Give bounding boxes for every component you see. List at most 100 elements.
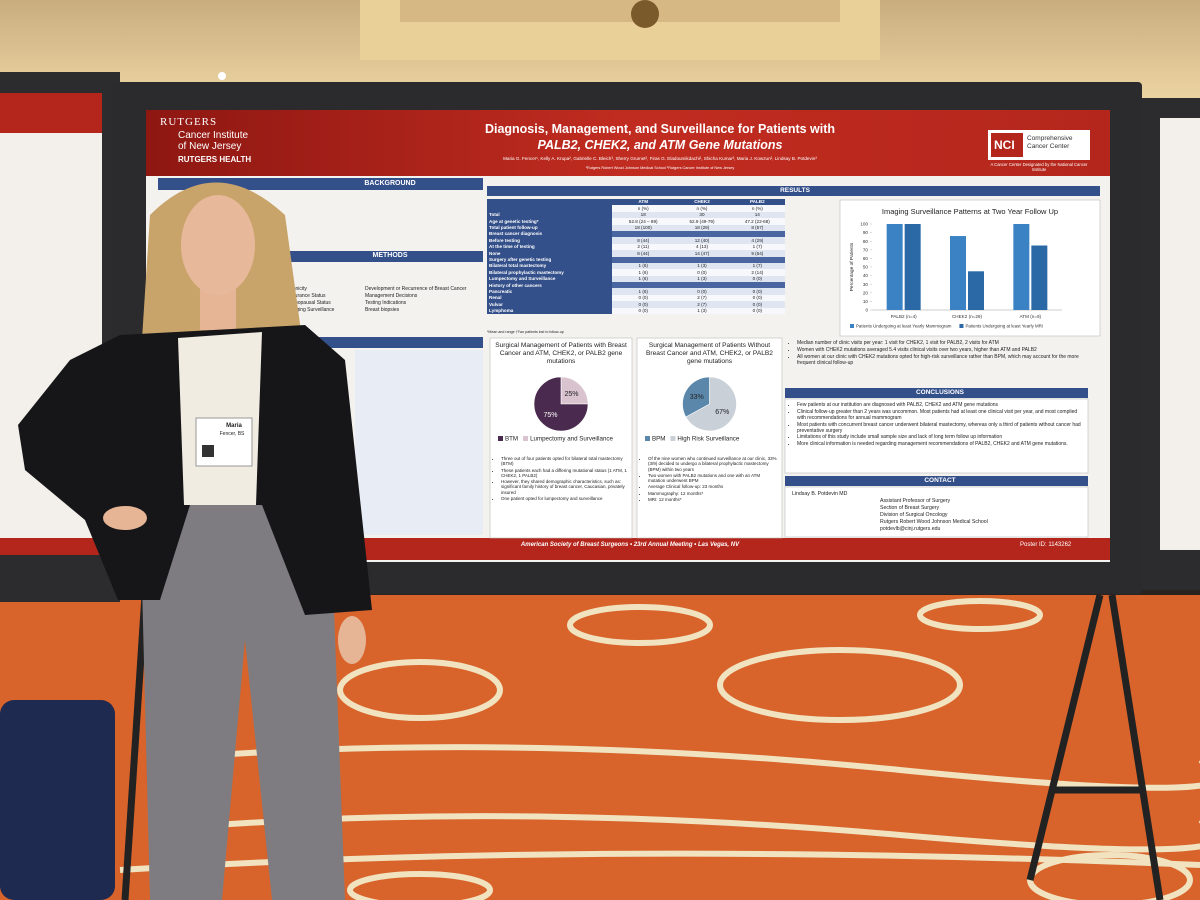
table-cell: 14 (47) bbox=[674, 250, 730, 257]
table-cell: 4 (29) bbox=[729, 237, 785, 244]
table-cell: 18 (29) bbox=[674, 224, 730, 231]
y-tick-label: 40 bbox=[863, 273, 869, 278]
y-tick-label: 80 bbox=[863, 239, 869, 244]
nci-name: Comprehensive Cancer Center bbox=[1027, 135, 1073, 150]
row-label: Renal bbox=[487, 294, 613, 302]
poster-title: PALB2, CHEK2, and ATM Gene Mutations bbox=[537, 138, 783, 152]
carpet-pattern bbox=[119, 598, 1200, 900]
bullet: Median number of clinic visits per year:… bbox=[797, 340, 1090, 347]
row-label: Before testing bbox=[487, 237, 613, 244]
table-cell: 0 (0) bbox=[612, 294, 675, 302]
contact-line: Section of Breast Surgery bbox=[880, 505, 940, 511]
poster-title: Diagnosis, Management, and Surveillance … bbox=[484, 122, 836, 136]
table-cell: 1 (7) bbox=[729, 262, 785, 270]
chandelier bbox=[631, 0, 659, 28]
table-row: None 8 (44) 14 (47) 9 (64) bbox=[487, 250, 785, 257]
method-variable: Testing Indications bbox=[365, 300, 407, 306]
pie-slice bbox=[682, 376, 710, 418]
table-row: At the time of testing 2 (11) 4 (13) 1 (7) bbox=[487, 243, 785, 251]
table-cell bbox=[729, 282, 785, 289]
table-cell: n (%) bbox=[674, 205, 730, 212]
legend-swatch bbox=[498, 436, 503, 441]
table-cell: 47.2 (22-68) bbox=[729, 218, 785, 225]
pie-notes: Three out of four patients opted for bil… bbox=[494, 456, 628, 502]
row-label: History of other cancers bbox=[487, 282, 613, 289]
section-heading: METHODS bbox=[372, 252, 408, 259]
section-bar bbox=[487, 186, 1100, 196]
pie-slice bbox=[533, 376, 589, 432]
logo-text: of New Jersey bbox=[178, 141, 242, 152]
table-cell: 18 bbox=[612, 211, 675, 219]
y-tick-label: 50 bbox=[863, 265, 869, 270]
table-row: Bilateral total mastectomy 1 (6) 1 (3) 1 (7… bbox=[487, 262, 785, 270]
table-row: Lymphoma 0 (0) 1 (3) 0 (0) bbox=[487, 307, 785, 315]
contact-line: Division of Surgical Oncology bbox=[880, 512, 948, 518]
method-variable: Ethnicity bbox=[288, 286, 307, 292]
row-label: None bbox=[487, 250, 613, 257]
table-row: Vulvar 0 (0) 2 (7) 0 (0) bbox=[487, 301, 785, 308]
x-tick-label: ATM (n=9) bbox=[1020, 314, 1042, 319]
table-cell: 8 (44) bbox=[612, 250, 675, 257]
poster-authors: Maria G. Fencer¹, Kelly A. Krupa², Gabri… bbox=[503, 156, 817, 161]
poster-footer bbox=[146, 538, 1110, 560]
bullet: Limitations of this study include small … bbox=[797, 435, 1085, 441]
section-bar bbox=[158, 251, 483, 262]
badge-qr bbox=[202, 445, 214, 457]
bar bbox=[1031, 245, 1048, 310]
table-cell bbox=[612, 256, 675, 263]
bar bbox=[950, 236, 966, 310]
method-variable: Development or Recurrence of Breast Canc… bbox=[365, 286, 467, 292]
table-cell: 1 (3) bbox=[674, 275, 730, 283]
table-cell: 9 (64) bbox=[729, 250, 785, 257]
table: ATM CHEK2 PALB2 n (%) n (%) n (%) Total 18 30 14 A… bbox=[487, 199, 785, 315]
badge-credentials: Fencer, BS bbox=[219, 431, 245, 437]
logo-text: Cancer Institute bbox=[178, 130, 249, 141]
panel bbox=[784, 398, 1089, 474]
legend-swatch bbox=[670, 436, 676, 441]
column-header: CHEK2 bbox=[674, 199, 730, 206]
section-heading: CONCLUSIONS bbox=[915, 389, 965, 396]
table-cell: 0 (0) bbox=[729, 307, 785, 315]
section-heading: BACKGROUND bbox=[364, 180, 416, 187]
y-tick-label: 20 bbox=[863, 290, 869, 295]
table-row: Renal 0 (0) 2 (7) 0 (0) bbox=[487, 294, 785, 302]
table-cell: 4 (13) bbox=[674, 243, 730, 251]
chart-title: Imaging Surveillance Patterns at Two Yea… bbox=[882, 207, 1058, 216]
table-cell: 1 (7) bbox=[729, 243, 785, 251]
table-cell: 0 (0) bbox=[612, 301, 675, 308]
table-row: Lumpectomy and Surveillance 1 (6) 1 (3) 0 (… bbox=[487, 275, 785, 283]
method-variable: Breast biopsies bbox=[365, 307, 400, 313]
table-cell: 0 (0) bbox=[674, 269, 730, 276]
contact-line: Lindsay B. Potdevin MD bbox=[792, 491, 848, 497]
legend-label: Patients Undergoing at least Yearly Mamm… bbox=[856, 324, 952, 329]
table-row: n (%) n (%) n (%) bbox=[487, 205, 785, 212]
pie-slice bbox=[685, 376, 737, 432]
bar bbox=[1013, 224, 1030, 310]
bullet: MRI: 12 months* bbox=[648, 497, 778, 502]
pie-slice bbox=[560, 376, 589, 405]
table-cell bbox=[612, 230, 675, 238]
y-tick-label: 0 bbox=[865, 308, 868, 313]
pie-label: 33% bbox=[690, 394, 704, 401]
bullet: However, they shared demographic charact… bbox=[501, 479, 628, 495]
bullet-list: Few patients at our institution are diag… bbox=[790, 402, 1085, 448]
bullet: Few patients at our institution are diag… bbox=[797, 402, 1085, 409]
legend-swatch bbox=[959, 324, 964, 328]
table-row: Total patient follow-up 18 (100) 18 (29) 8 … bbox=[487, 224, 785, 231]
light bbox=[218, 72, 226, 80]
table-cell: 1 (6) bbox=[612, 262, 675, 270]
table-cell: 2 (7) bbox=[674, 301, 730, 308]
row-label: Bilateral prophylactic mastectomy bbox=[487, 269, 613, 276]
table-cell: 8 (44) bbox=[612, 237, 675, 244]
table-cell: 0 (0) bbox=[729, 294, 785, 302]
bullet-list: Three out of four patients opted for bil… bbox=[494, 456, 628, 501]
legend-label: BTM bbox=[505, 436, 518, 443]
y-tick-label: 60 bbox=[863, 256, 869, 261]
bullet: These patients each had a differing muta… bbox=[501, 468, 628, 479]
pie-label: 25% bbox=[564, 391, 578, 398]
pie-title: Surgical Management of Patients Without … bbox=[646, 342, 773, 365]
bullet: Mammography: 12 months* bbox=[648, 491, 778, 496]
table-cell: 1 (3) bbox=[674, 307, 730, 315]
y-tick-label: 90 bbox=[863, 230, 869, 235]
